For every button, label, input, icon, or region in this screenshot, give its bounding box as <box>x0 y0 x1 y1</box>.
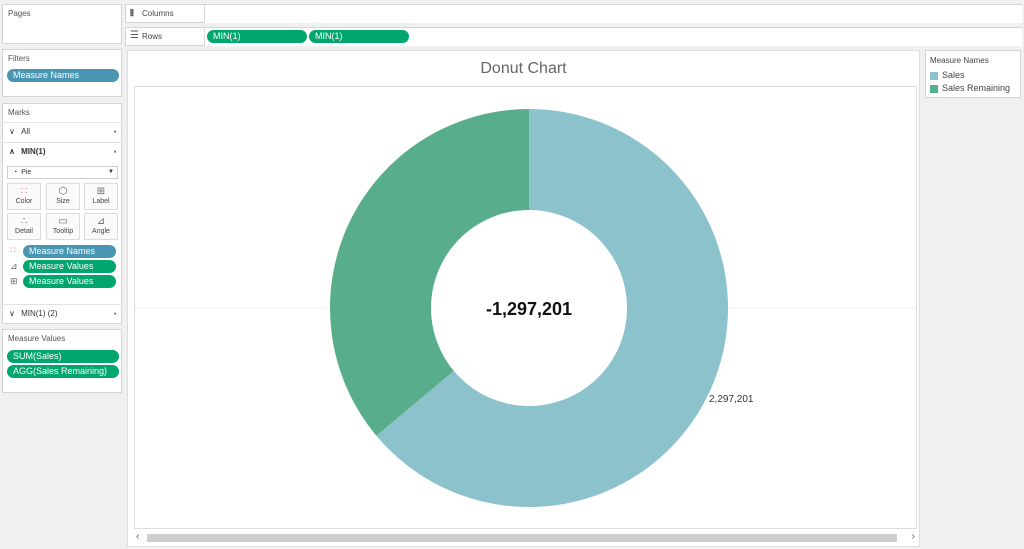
columns-shelf[interactable]: ⫴ Columns <box>125 4 1022 23</box>
measure-values-card[interactable]: Measure Values SUM(Sales) AGG(Sales Rema… <box>2 329 122 393</box>
marks-min1-2-row[interactable]: ∨ MIN(1) (2) ◔ <box>3 304 123 322</box>
label-encoding-icon: ⊞ <box>10 276 18 286</box>
angle-button[interactable]: ⊿ Angle <box>84 213 118 240</box>
legend-label-sales-remaining: Sales Remaining <box>942 83 1011 93</box>
marks-min1-label: MIN(1) <box>21 147 46 156</box>
mark-type-value: Pie <box>21 169 32 176</box>
tooltip-icon: ▭ <box>58 216 68 227</box>
columns-label: Columns <box>142 9 174 18</box>
measure-values-title: Measure Values <box>8 334 66 343</box>
horizontal-scrollbar[interactable]: ‹ › <box>134 531 917 543</box>
marks-title: Marks <box>8 108 30 117</box>
marks-pill-measure-values-label[interactable]: Measure Values <box>23 275 116 288</box>
slice-label-sales: 2,297,201 <box>709 394 754 405</box>
size-button-label: Size <box>56 198 70 205</box>
filter-pill-measure-names[interactable]: Measure Names <box>7 69 119 82</box>
pages-title: Pages <box>8 9 31 18</box>
chevron-down-icon: ∨ <box>9 309 15 318</box>
pie-icon: ◔ <box>111 127 117 137</box>
chevron-down-icon: ∨ <box>9 127 15 136</box>
rows-drop-area[interactable] <box>204 28 1022 46</box>
chevron-up-icon: ∧ <box>9 147 15 156</box>
chevron-left-icon[interactable]: ‹ <box>136 531 140 542</box>
marks-all-row[interactable]: ∨ All ◔ <box>3 122 123 140</box>
color-encoding-icon: ∷ <box>10 245 16 255</box>
marks-all-label: All <box>21 127 30 136</box>
detail-icon: ∴ <box>20 216 28 227</box>
marks-min1-row[interactable]: ∧ MIN(1) ◔ <box>3 142 123 160</box>
color-icon: ∷ <box>20 186 28 197</box>
marks-card[interactable]: Marks ∨ All ◔ ∧ MIN(1) ◔ ◔ Pie ▼ ∷ Color… <box>2 103 123 324</box>
legend-card[interactable]: Measure Names Sales Sales Remaining <box>925 50 1021 98</box>
rows-pill-min1-first[interactable]: MIN(1) <box>207 30 307 43</box>
label-icon: ⊞ <box>96 186 106 197</box>
legend-title: Measure Names <box>930 56 989 65</box>
measure-values-pill-sum-sales[interactable]: SUM(Sales) <box>7 350 119 363</box>
angle-icon: ⊿ <box>96 216 106 227</box>
marks-pill-measure-names[interactable]: Measure Names <box>23 245 116 258</box>
chart-pane[interactable]: -1,297,201 2,297,201 <box>134 86 917 529</box>
legend-swatch-sales-remaining <box>930 85 938 93</box>
tooltip-button[interactable]: ▭ Tooltip <box>46 213 80 240</box>
legend-swatch-sales <box>930 72 938 80</box>
size-icon: ⬡ <box>58 186 68 197</box>
marks-pill-measure-values-angle[interactable]: Measure Values <box>23 260 116 273</box>
pie-icon: ◔ <box>111 309 117 319</box>
columns-drop-area[interactable] <box>204 5 1022 23</box>
pie-icon: ◔ <box>111 147 117 157</box>
angle-button-label: Angle <box>92 228 110 235</box>
pie-icon: ◔ <box>13 169 18 176</box>
filters-title: Filters <box>8 54 30 63</box>
rows-icon: ☰ <box>130 30 139 41</box>
rows-label: Rows <box>142 32 163 41</box>
tooltip-button-label: Tooltip <box>52 228 74 235</box>
columns-icon: ⫴ <box>130 8 134 18</box>
mark-type-dropdown[interactable]: ◔ Pie ▼ <box>7 166 118 179</box>
donut-hole <box>431 210 627 406</box>
measure-values-pill-agg-sales-remaining[interactable]: AGG(Sales Remaining) <box>7 365 119 378</box>
label-button[interactable]: ⊞ Label <box>84 183 118 210</box>
view-area[interactable]: Donut Chart -1,297,201 2,297,201 ‹ › <box>127 50 920 547</box>
angle-encoding-icon: ⊿ <box>10 261 18 271</box>
legend-item-sales-remaining[interactable]: Sales Remaining <box>930 83 1020 95</box>
marks-min1-2-label: MIN(1) (2) <box>21 309 58 318</box>
chevron-right-icon[interactable]: › <box>911 531 915 542</box>
pages-card[interactable]: Pages <box>2 4 122 44</box>
filters-card[interactable]: Filters Measure Names <box>2 49 122 97</box>
chart-title: Donut Chart <box>480 60 567 77</box>
legend-label-sales: Sales <box>942 70 965 80</box>
legend-item-sales[interactable]: Sales <box>930 70 1020 82</box>
label-button-label: Label <box>92 198 110 205</box>
donut-chart: -1,297,201 2,297,201 <box>135 109 916 507</box>
donut-center-label: -1,297,201 <box>486 299 572 319</box>
color-button-label: Color <box>15 198 33 205</box>
chevron-down-icon: ▼ <box>108 169 114 175</box>
detail-button[interactable]: ∴ Detail <box>7 213 41 240</box>
detail-button-label: Detail <box>15 228 33 235</box>
rows-shelf[interactable]: ☰ Rows MIN(1) MIN(1) <box>125 27 1022 46</box>
scrollbar-thumb[interactable] <box>147 534 897 542</box>
size-button[interactable]: ⬡ Size <box>46 183 80 210</box>
color-button[interactable]: ∷ Color <box>7 183 41 210</box>
rows-pill-min1-second[interactable]: MIN(1) <box>309 30 409 43</box>
pie-slice-sales-remaining[interactable] <box>330 109 529 436</box>
